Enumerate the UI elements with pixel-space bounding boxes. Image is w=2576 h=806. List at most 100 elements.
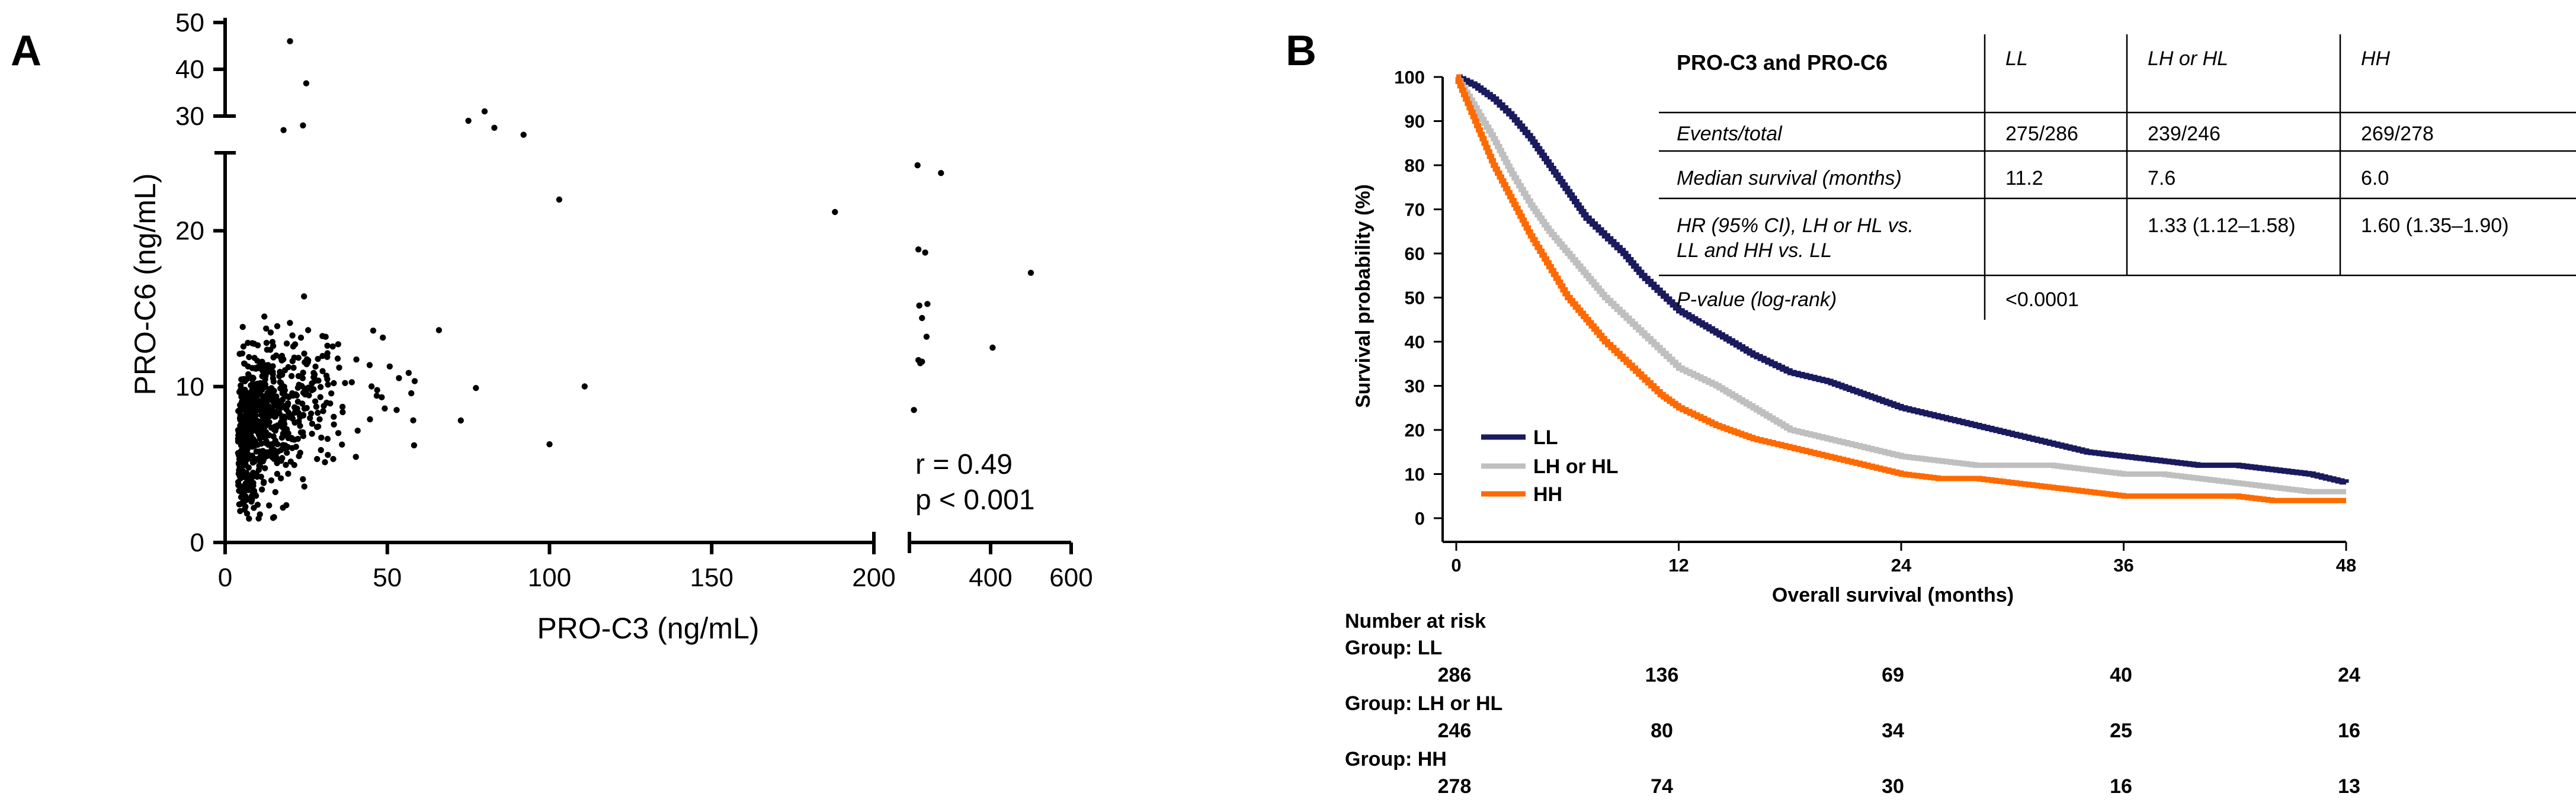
risk-count: 16 (2110, 775, 2132, 798)
scatter-point (1027, 269, 1034, 276)
scatter-point (325, 452, 331, 458)
risk-count: 136 (1645, 664, 1679, 686)
x-tick-label: 600 (1049, 563, 1092, 592)
scatter-point (294, 399, 302, 405)
scatter-point (262, 384, 268, 390)
scatter-point (243, 436, 250, 442)
scatter-point (307, 410, 315, 417)
scatter-point (317, 384, 324, 390)
scatter-point (281, 367, 289, 374)
scatter-point (274, 323, 281, 329)
scatter-point (322, 459, 328, 465)
scatter-point (235, 407, 242, 415)
x-tick-label: 150 (690, 563, 733, 592)
scatter-point (272, 425, 278, 431)
scatter-point (280, 396, 286, 403)
scatter-point (366, 362, 373, 368)
km-y-axis-label: Survival probability (%) (1352, 184, 1374, 408)
scatter-point (270, 363, 276, 370)
y-tick-label: 30 (175, 102, 204, 131)
scatter-point (274, 471, 281, 477)
scatter-point (259, 413, 265, 419)
scatter-point (249, 437, 255, 444)
scatter-point (410, 417, 416, 423)
scatter-point (317, 394, 323, 400)
scatter-points (235, 38, 1034, 522)
scatter-point (473, 385, 479, 391)
scatter-point (290, 364, 297, 371)
scatter-point (435, 327, 443, 333)
legend-label-lh-hl: LH or HL (1533, 455, 1619, 478)
scatter-point (235, 470, 242, 477)
scatter-point (263, 438, 270, 444)
scatter-point (309, 420, 316, 427)
table-row-hr-label: HR (95% CI), LH or HL vs. LL and HH vs. L… (1677, 214, 1914, 262)
scatter-point (319, 368, 326, 374)
scatter-point (289, 435, 295, 441)
scatter-point (271, 514, 277, 521)
scatter-point (924, 301, 931, 307)
km-y-tick-label: 70 (1405, 200, 1425, 220)
scatter-point (295, 355, 302, 361)
risk-count: 40 (2110, 664, 2132, 686)
scatter-point (240, 343, 247, 350)
scatter-point (294, 435, 301, 442)
x-tick-label: 50 (373, 563, 402, 592)
scatter-point (306, 392, 312, 399)
scatter-point (339, 441, 345, 448)
scatter-point (288, 373, 295, 380)
risk-group-label: Group: HH (1345, 748, 1447, 770)
scatter-point (312, 377, 318, 384)
table-cell-events-ll: 275/286 (2005, 123, 2078, 145)
scatter-point (270, 433, 277, 440)
risk-count: 74 (1651, 775, 1673, 798)
scatter-point (243, 410, 249, 416)
table-header-ll: LL (2005, 47, 2028, 70)
scatter-point (405, 370, 412, 376)
scatter-point (237, 508, 243, 515)
scatter-point (368, 383, 375, 390)
km-curve-ll (1456, 74, 2349, 485)
scatter-point (286, 414, 293, 420)
scatter-point (328, 390, 335, 397)
scatter-point (373, 393, 380, 399)
risk-count: 13 (2338, 775, 2360, 798)
table-cell-events-lh-hl: 239/246 (2148, 123, 2221, 145)
scatter-point (267, 329, 274, 336)
scatter-point (249, 340, 255, 346)
scatter-point (239, 323, 246, 330)
scatter-point (253, 470, 259, 477)
scatter-point (938, 170, 944, 176)
scatter-point (301, 350, 307, 357)
risk-count: 30 (1882, 775, 1904, 798)
table-cell-hr-hh: 1.60 (1.35–1.90) (2361, 214, 2509, 237)
scatter-point (331, 380, 337, 387)
scatter-point (297, 335, 305, 341)
scatter-point (316, 416, 323, 423)
scatter-point (300, 412, 307, 418)
table-row-pvalue-label: P-value (log-rank) (1677, 288, 1837, 311)
scatter-point (919, 314, 925, 322)
scatter-point (272, 489, 278, 496)
scatter-point (491, 124, 498, 131)
scatter-point (285, 470, 291, 477)
scatter-point (313, 423, 321, 431)
scatter-point (249, 496, 255, 503)
scatter-point (255, 515, 262, 522)
scatter-point (374, 387, 380, 393)
y-axis-label: PRO-C6 (ng/mL) (129, 173, 162, 395)
table-cell-median-hh: 6.0 (2361, 167, 2389, 190)
scatter-point (242, 394, 249, 401)
scatter-point (408, 390, 415, 397)
table-header-hh: HH (2361, 47, 2391, 70)
scatter-point (266, 419, 273, 425)
scatter-point (251, 442, 258, 449)
scatter-point (379, 394, 385, 400)
scatter-point (305, 327, 312, 333)
scatter-point (302, 359, 308, 365)
scatter-point (261, 479, 267, 485)
scatter-point (251, 490, 258, 496)
scatter-point (235, 435, 242, 442)
scatter-point (367, 416, 373, 423)
